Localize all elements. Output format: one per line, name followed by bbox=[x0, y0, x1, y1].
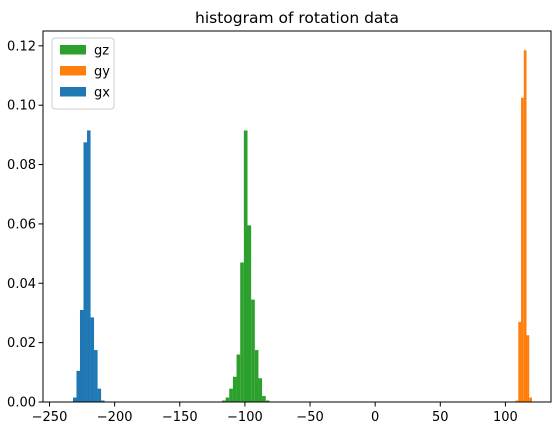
bar-gz-9 bbox=[254, 350, 259, 402]
x-tick-label: 50 bbox=[432, 410, 449, 425]
bar-gy-0 bbox=[515, 400, 519, 402]
y-tick-label: 0.04 bbox=[7, 277, 36, 292]
bar-gz-7 bbox=[247, 225, 252, 402]
bar-gz-1 bbox=[225, 397, 230, 402]
bar-gz-2 bbox=[229, 388, 233, 402]
legend-swatch-gy bbox=[60, 66, 86, 76]
y-tick-label: 0.00 bbox=[7, 396, 36, 411]
legend: gz gy gx bbox=[51, 37, 115, 110]
bar-gz-4 bbox=[236, 354, 241, 402]
x-tick-label: 0 bbox=[371, 410, 379, 425]
y-axis: 0.00 0.02 0.04 0.06 0.08 0.10 0.12 bbox=[7, 39, 43, 411]
legend-label-gx: gx bbox=[94, 86, 110, 101]
bar-gz-10 bbox=[258, 378, 263, 402]
bar-gz-3 bbox=[232, 376, 237, 402]
x-tick-label: −150 bbox=[162, 410, 198, 425]
bar-gx-5 bbox=[90, 317, 95, 402]
bar-gz-12 bbox=[265, 400, 270, 402]
bar-gx-2 bbox=[79, 309, 84, 402]
bar-gx-3 bbox=[83, 142, 88, 403]
bar-gy-2 bbox=[521, 97, 524, 402]
bar-gz-0 bbox=[221, 400, 226, 402]
bar-gx-1 bbox=[76, 370, 80, 402]
bar-gx-8 bbox=[101, 400, 105, 402]
bar-gx-6 bbox=[94, 350, 98, 402]
bar-gy-4 bbox=[526, 335, 530, 402]
legend-label-gz: gz bbox=[94, 44, 109, 59]
y-tick-label: 0.10 bbox=[7, 99, 36, 114]
histogram-bars bbox=[72, 50, 532, 403]
bar-gz-5 bbox=[240, 262, 244, 402]
bar-gz-6 bbox=[243, 130, 248, 402]
bar-gy-3 bbox=[523, 50, 527, 402]
bar-gy-1 bbox=[518, 321, 522, 402]
bar-gy-5 bbox=[529, 397, 532, 402]
x-tick-label: −250 bbox=[32, 410, 68, 425]
y-tick-label: 0.08 bbox=[7, 158, 36, 173]
legend-label-gy: gy bbox=[94, 65, 110, 80]
y-tick-label: 0.06 bbox=[7, 217, 36, 232]
x-tick-label: −200 bbox=[97, 410, 133, 425]
y-tick-label: 0.02 bbox=[7, 336, 36, 351]
x-axis: −250 −200 −150 −100 −50 0 50 100 bbox=[32, 402, 518, 425]
legend-swatch-gz bbox=[60, 45, 86, 55]
bar-gz-8 bbox=[251, 299, 255, 402]
bar-gx-4 bbox=[87, 130, 91, 402]
legend-swatch-gx bbox=[60, 87, 86, 97]
x-tick-label: 100 bbox=[493, 410, 518, 425]
plot-frame bbox=[42, 30, 552, 403]
x-tick-label: −50 bbox=[296, 410, 323, 425]
bar-gx-7 bbox=[97, 388, 102, 402]
x-tick-label: −100 bbox=[227, 410, 263, 425]
bar-gx-0 bbox=[72, 397, 77, 402]
chart-title: histogram of rotation data bbox=[195, 9, 399, 27]
y-tick-label: 0.12 bbox=[7, 39, 36, 54]
bar-gz-11 bbox=[262, 396, 266, 402]
